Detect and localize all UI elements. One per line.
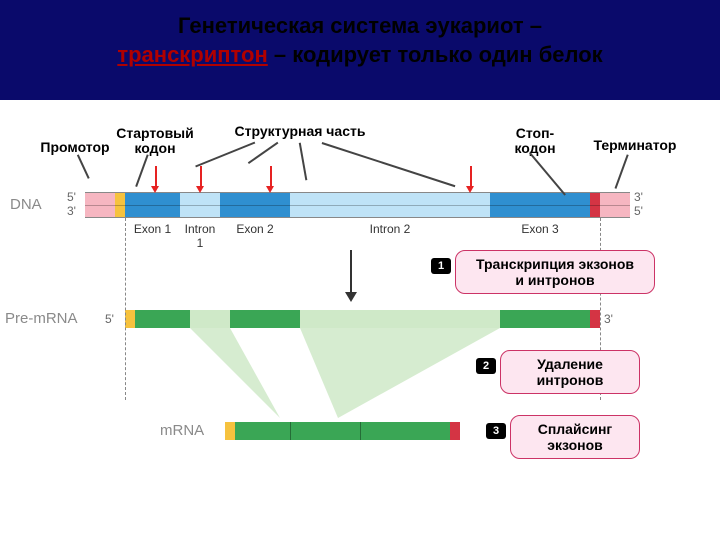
red-arrow-stem [470,166,472,186]
step-badge-3: 3 [486,423,506,439]
transcription-arrow-head [345,292,357,302]
mrna-track [225,422,460,440]
title-line1: Генетическая система эукариот – [178,13,542,38]
step-badge-2: 2 [476,358,496,374]
callout-step-2: Удалениеинтронов [500,350,640,394]
red-arrow-stem [270,166,272,186]
dna-label-exon1: Exon 1 [125,222,180,236]
red-arrow-head [151,186,159,193]
pre-mrna-seg-exon1 [135,310,190,328]
dna-label-intron1: Intron 1 [180,222,220,250]
dna-label-exon2: Exon 2 [220,222,290,236]
title-line2: транскриптон – кодирует только один бело… [20,41,700,70]
mrna-seg-stop [450,422,460,440]
mrna-seg-exon2 [290,422,360,440]
slide-title: Генетическая система эукариот – транскри… [0,0,720,77]
pre-mrna-5p: 5' [105,312,114,326]
red-arrow-head [196,186,204,193]
title-suffix: – кодирует только один белок [268,42,603,67]
pre-mrna-track [125,310,600,328]
pre-mrna-seg-intron2 [300,310,500,328]
callout-step-3: Сплайсингэкзонов [510,415,640,459]
mrna-seg-exon1 [235,422,290,440]
mrna-seg-exon3 [360,422,450,440]
transcription-arrow-stem [350,250,352,292]
pre-mrna-3p: 3' [604,312,613,326]
red-arrow-head [466,186,474,193]
pre-mrna-seg-exon3 [500,310,590,328]
dna-label-exon3: Exon 3 [490,222,590,236]
slide-root: Генетическая система эукариот – транскри… [0,0,720,540]
pre-mrna-seg-exon2 [230,310,300,328]
dna-label-intron2: Intron 2 [290,222,490,236]
mrna-divider [290,422,291,440]
title-highlight: транскриптон [117,42,267,67]
mrna-divider [360,422,361,440]
dash-guide [125,218,126,400]
pre-mrna-seg-start [125,310,135,328]
diagram-area: Промотор Стартовыйкодон Структурная част… [0,100,720,540]
mrna-seg-start [225,422,235,440]
red-arrow-head [266,186,274,193]
red-arrow-stem [200,166,202,186]
pre-mrna-seg-stop [590,310,600,328]
step-badge-1: 1 [431,258,451,274]
callout-step-1: Транскрипция экзонови интронов [455,250,655,294]
pre-mrna-seg-intron1 [190,310,230,328]
red-arrow-stem [155,166,157,186]
